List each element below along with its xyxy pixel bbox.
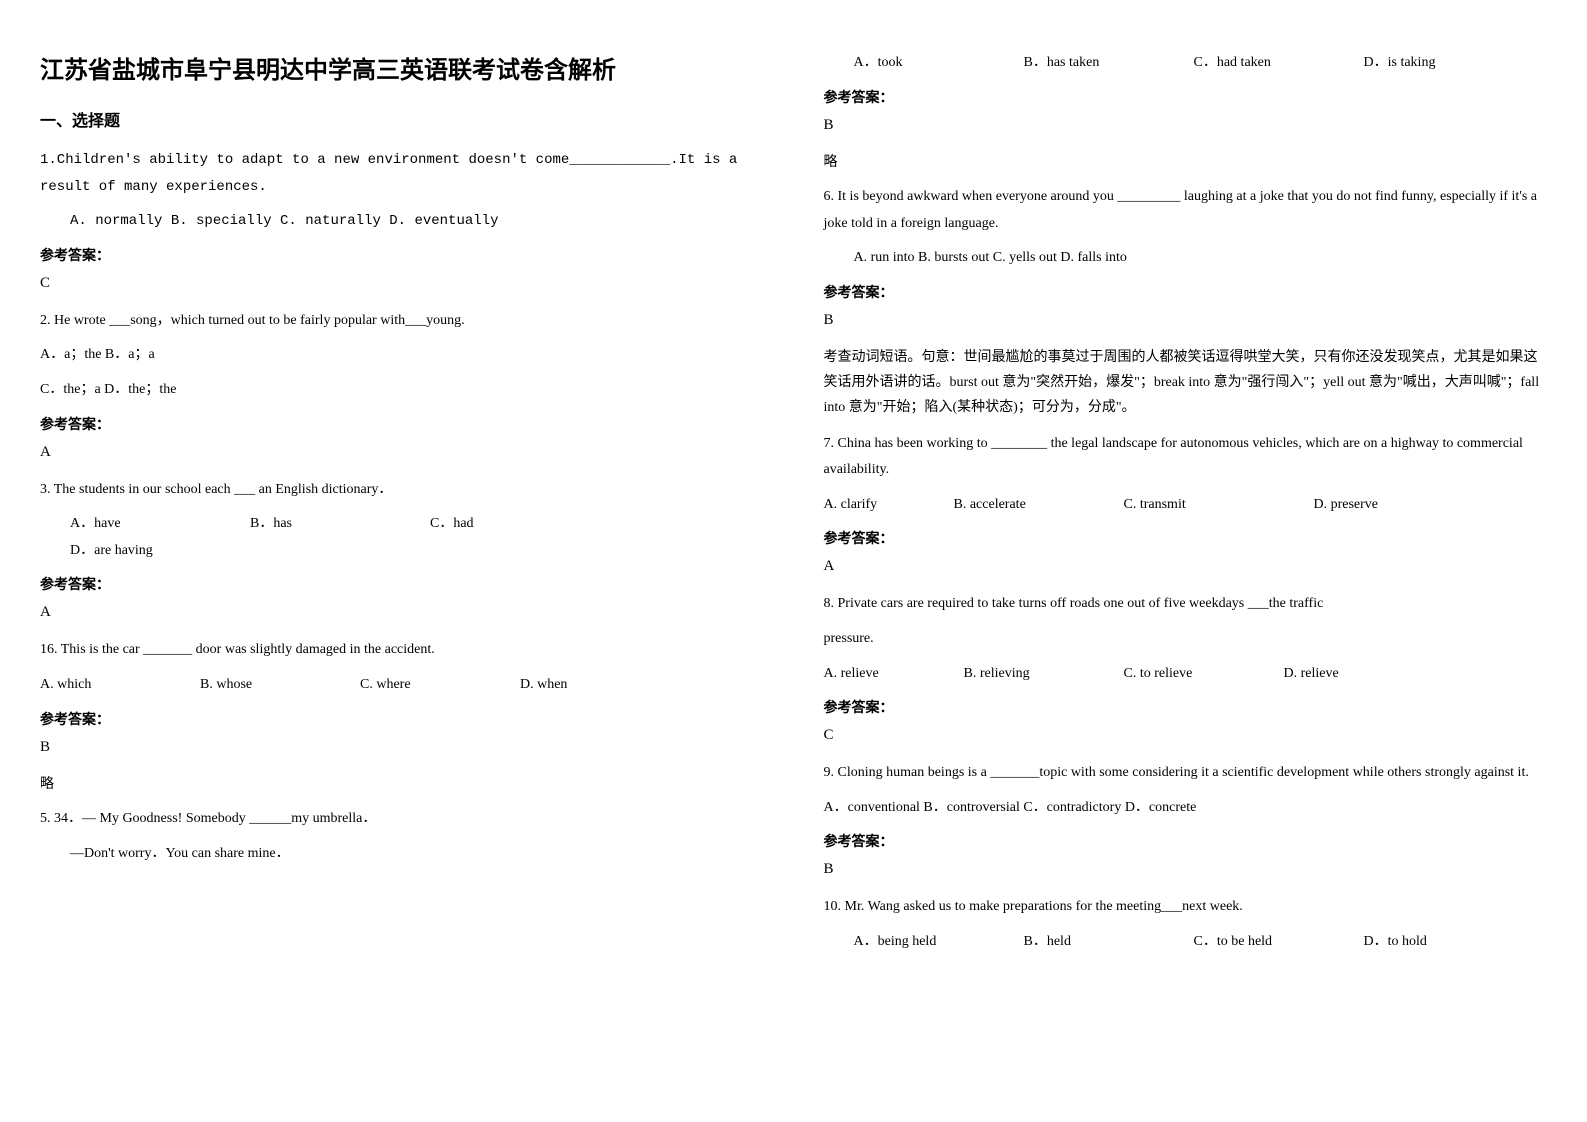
q7-optB: B. accelerate	[954, 492, 1084, 519]
q8-text: 8. Private cars are required to take tur…	[824, 591, 1548, 618]
q10-options: A．being held B．held C．to be held D．to ho…	[824, 929, 1548, 956]
answer-label: 参考答案：	[40, 414, 764, 434]
q10-optD: D．to hold	[1364, 929, 1427, 956]
q9-text: 9. Cloning human beings is a _______topi…	[824, 760, 1548, 787]
q7-optD: D. preserve	[1314, 492, 1379, 519]
q1-answer: C	[40, 275, 764, 292]
q7-text: 7. China has been working to ________ th…	[824, 431, 1548, 484]
q10-text: 10. Mr. Wang asked us to make preparatio…	[824, 894, 1548, 921]
answer-label: 参考答案：	[824, 282, 1548, 302]
q4-optB: B. whose	[200, 672, 320, 699]
q6-explanation: 考查动词短语。句意：世间最尴尬的事莫过于周围的人都被笑话逗得哄堂大笑，只有你还没…	[824, 345, 1548, 421]
q1-options: A. normally B. specially C. naturally D.…	[40, 208, 764, 235]
q9-answer: B	[824, 861, 1548, 878]
q4-optD: D. when	[520, 672, 567, 699]
q4-text: 16. This is the car _______ door was sli…	[40, 637, 764, 664]
q6-options: A. run into B. bursts out C. yells out D…	[824, 245, 1548, 272]
q7-optC: C. transmit	[1124, 492, 1274, 519]
q2-text: 2. He wrote ___song，which turned out to …	[40, 308, 764, 335]
q5-optD: D．is taking	[1364, 50, 1436, 77]
answer-label: 参考答案：	[824, 697, 1548, 717]
q8-options: A. relieve B. relieving C. to relieve D.…	[824, 661, 1548, 688]
q7-options: A. clarify B. accelerate C. transmit D. …	[824, 492, 1548, 519]
q10-optC: C．to be held	[1194, 929, 1324, 956]
q8-text2: pressure.	[824, 626, 1548, 653]
q2-answer: A	[40, 444, 764, 461]
q1-text: 1.Children's ability to adapt to a new e…	[40, 147, 764, 200]
q5-optC: C．had taken	[1194, 50, 1324, 77]
q6-answer: B	[824, 312, 1548, 329]
q9-options: A．conventional B．controversial C．contrad…	[824, 795, 1548, 822]
document-title: 江苏省盐城市阜宁县明达中学高三英语联考试卷含解析	[40, 50, 764, 85]
q10-optB: B．held	[1024, 929, 1154, 956]
q3-optC: C．had	[430, 511, 474, 538]
q2-opt-row1: A．a；the B．a；a	[40, 342, 764, 369]
q4-optC: C. where	[360, 672, 480, 699]
q3-optA: A．have	[70, 511, 210, 538]
q4-answer: B	[40, 739, 764, 756]
q8-optC: C. to relieve	[1124, 661, 1244, 688]
answer-label: 参考答案：	[824, 831, 1548, 851]
answer-label: 参考答案：	[40, 709, 764, 729]
section-header: 一、选择题	[40, 107, 764, 131]
answer-label: 参考答案：	[824, 528, 1548, 548]
q8-optD: D. relieve	[1284, 661, 1339, 688]
right-column: A．took B．has taken C．had taken D．is taki…	[824, 50, 1548, 955]
q3-options-row1: A．have B．has C．had	[40, 511, 764, 538]
q8-answer: C	[824, 727, 1548, 744]
q4-optA: A. which	[40, 672, 160, 699]
q5-options: A．took B．has taken C．had taken D．is taki…	[824, 50, 1548, 77]
q3-optB: B．has	[250, 511, 390, 538]
left-column: 江苏省盐城市阜宁县明达中学高三英语联考试卷含解析 一、选择题 1.Childre…	[40, 50, 764, 955]
q5-text1: 5. 34．— My Goodness! Somebody ______my u…	[40, 806, 764, 833]
q4-options: A. which B. whose C. where D. when	[40, 672, 764, 699]
q3-text: 3. The students in our school each ___ a…	[40, 477, 764, 504]
q4-note: 略	[40, 772, 764, 799]
q5-note: 略	[824, 150, 1548, 177]
q8-optB: B. relieving	[964, 661, 1084, 688]
q7-answer: A	[824, 558, 1548, 575]
q2-opt-row2: C．the；a D．the；the	[40, 377, 764, 404]
q5-optB: B．has taken	[1024, 50, 1154, 77]
q5-answer: B	[824, 117, 1548, 134]
q8-optA: A. relieve	[824, 661, 924, 688]
q5-text2: —Don't worry．You can share mine．	[40, 841, 764, 868]
q6-text: 6. It is beyond awkward when everyone ar…	[824, 184, 1548, 237]
answer-label: 参考答案：	[824, 87, 1548, 107]
q10-optA: A．being held	[854, 929, 984, 956]
q5-optA: A．took	[854, 50, 984, 77]
q3-answer: A	[40, 604, 764, 621]
page-container: 江苏省盐城市阜宁县明达中学高三英语联考试卷含解析 一、选择题 1.Childre…	[0, 0, 1587, 1005]
answer-label: 参考答案：	[40, 574, 764, 594]
q3-optD: D．are having	[40, 538, 764, 565]
answer-label: 参考答案：	[40, 245, 764, 265]
q7-optA: A. clarify	[824, 492, 914, 519]
